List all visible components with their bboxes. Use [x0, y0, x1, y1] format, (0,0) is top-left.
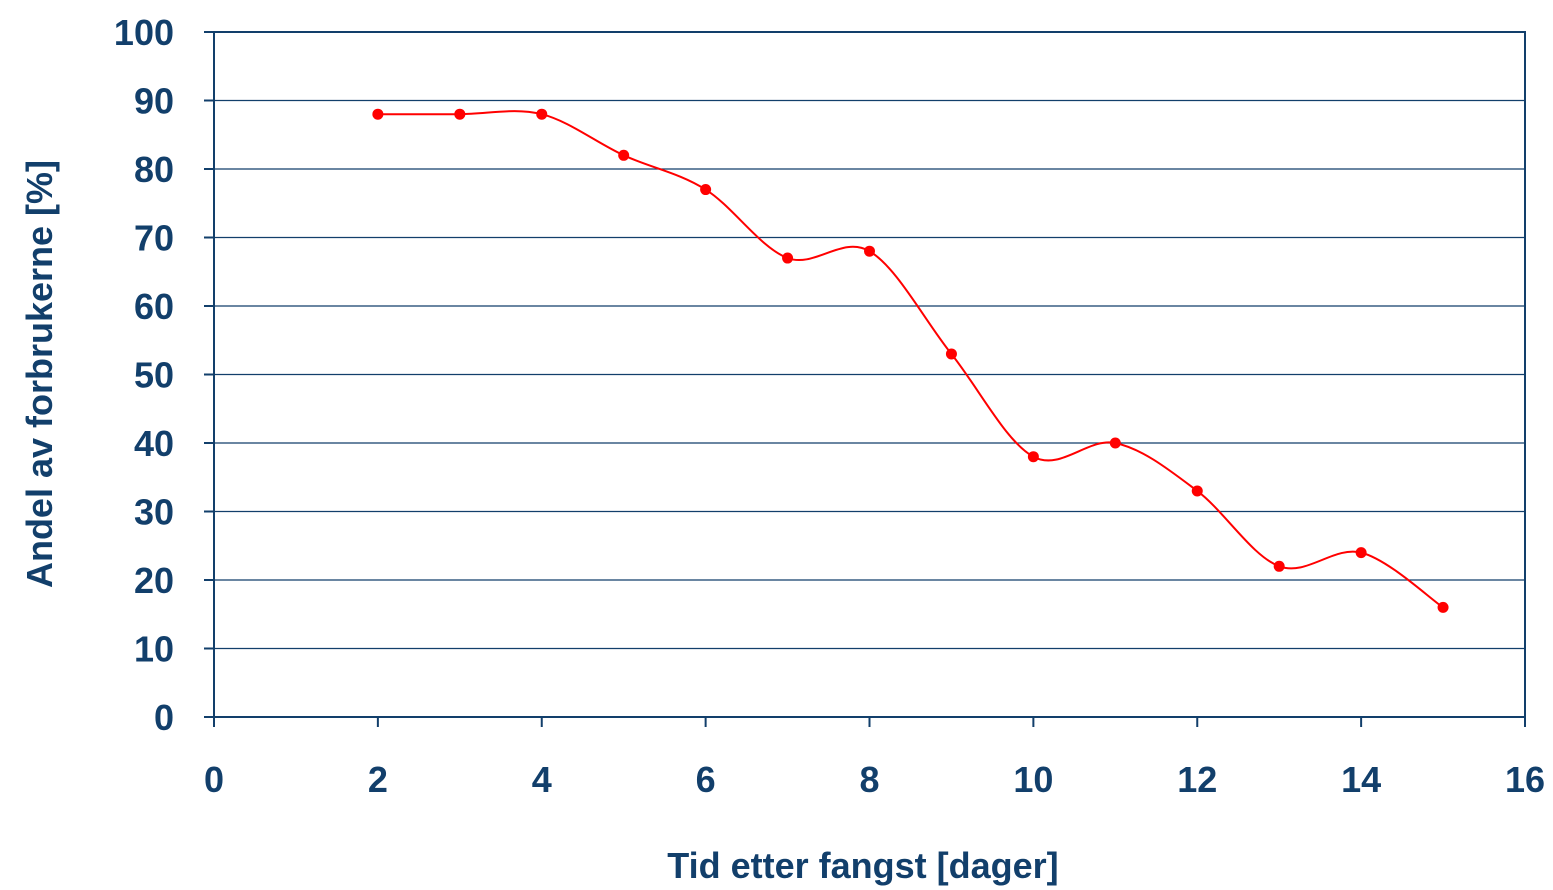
data-point [1027, 451, 1039, 463]
series-layer [372, 108, 1449, 613]
y-tick-label: 20 [134, 560, 174, 601]
y-tick-label: 60 [134, 286, 174, 327]
y-axis-tick-labels: 0 10 20 30 40 50 60 70 80 90 100 [114, 12, 174, 738]
data-point [700, 184, 712, 196]
data-point [945, 348, 957, 360]
y-tick-label: 10 [134, 629, 174, 670]
x-tick-label: 14 [1341, 759, 1381, 800]
x-tick-label: 16 [1505, 759, 1545, 800]
data-point [618, 149, 630, 161]
data-point [454, 108, 466, 120]
y-axis-title: Andel av forbrukerne [%] [19, 160, 60, 588]
data-point [1437, 601, 1449, 613]
data-point [1191, 485, 1203, 497]
axis-ticks [204, 31, 1526, 727]
y-tick-label: 80 [134, 149, 174, 190]
y-tick-label: 30 [134, 492, 174, 533]
y-tick-label: 0 [154, 697, 174, 738]
x-tick-label: 12 [1177, 759, 1217, 800]
data-point [1273, 560, 1285, 572]
x-axis-tick-labels: 0 2 4 6 8 10 12 14 16 [204, 759, 1545, 800]
x-tick-label: 10 [1013, 759, 1053, 800]
x-tick-label: 8 [859, 759, 879, 800]
y-tick-label: 90 [134, 81, 174, 122]
x-tick-label: 4 [532, 759, 552, 800]
y-tick-label: 50 [134, 355, 174, 396]
grid-lines [214, 99, 1525, 650]
y-tick-label: 100 [114, 12, 174, 53]
data-point [864, 245, 875, 257]
x-tick-label: 0 [204, 759, 224, 800]
y-tick-label: 70 [134, 218, 174, 259]
data-point [782, 252, 794, 264]
data-point [372, 108, 384, 120]
x-axis-title: Tid etter fangst [dager] [667, 845, 1058, 886]
data-point [1109, 437, 1121, 449]
x-tick-label: 6 [696, 759, 716, 800]
x-tick-label: 2 [368, 759, 388, 800]
data-point [1355, 547, 1367, 559]
series-line [377, 110, 1444, 609]
data-point [536, 108, 548, 120]
y-tick-label: 40 [134, 423, 174, 464]
